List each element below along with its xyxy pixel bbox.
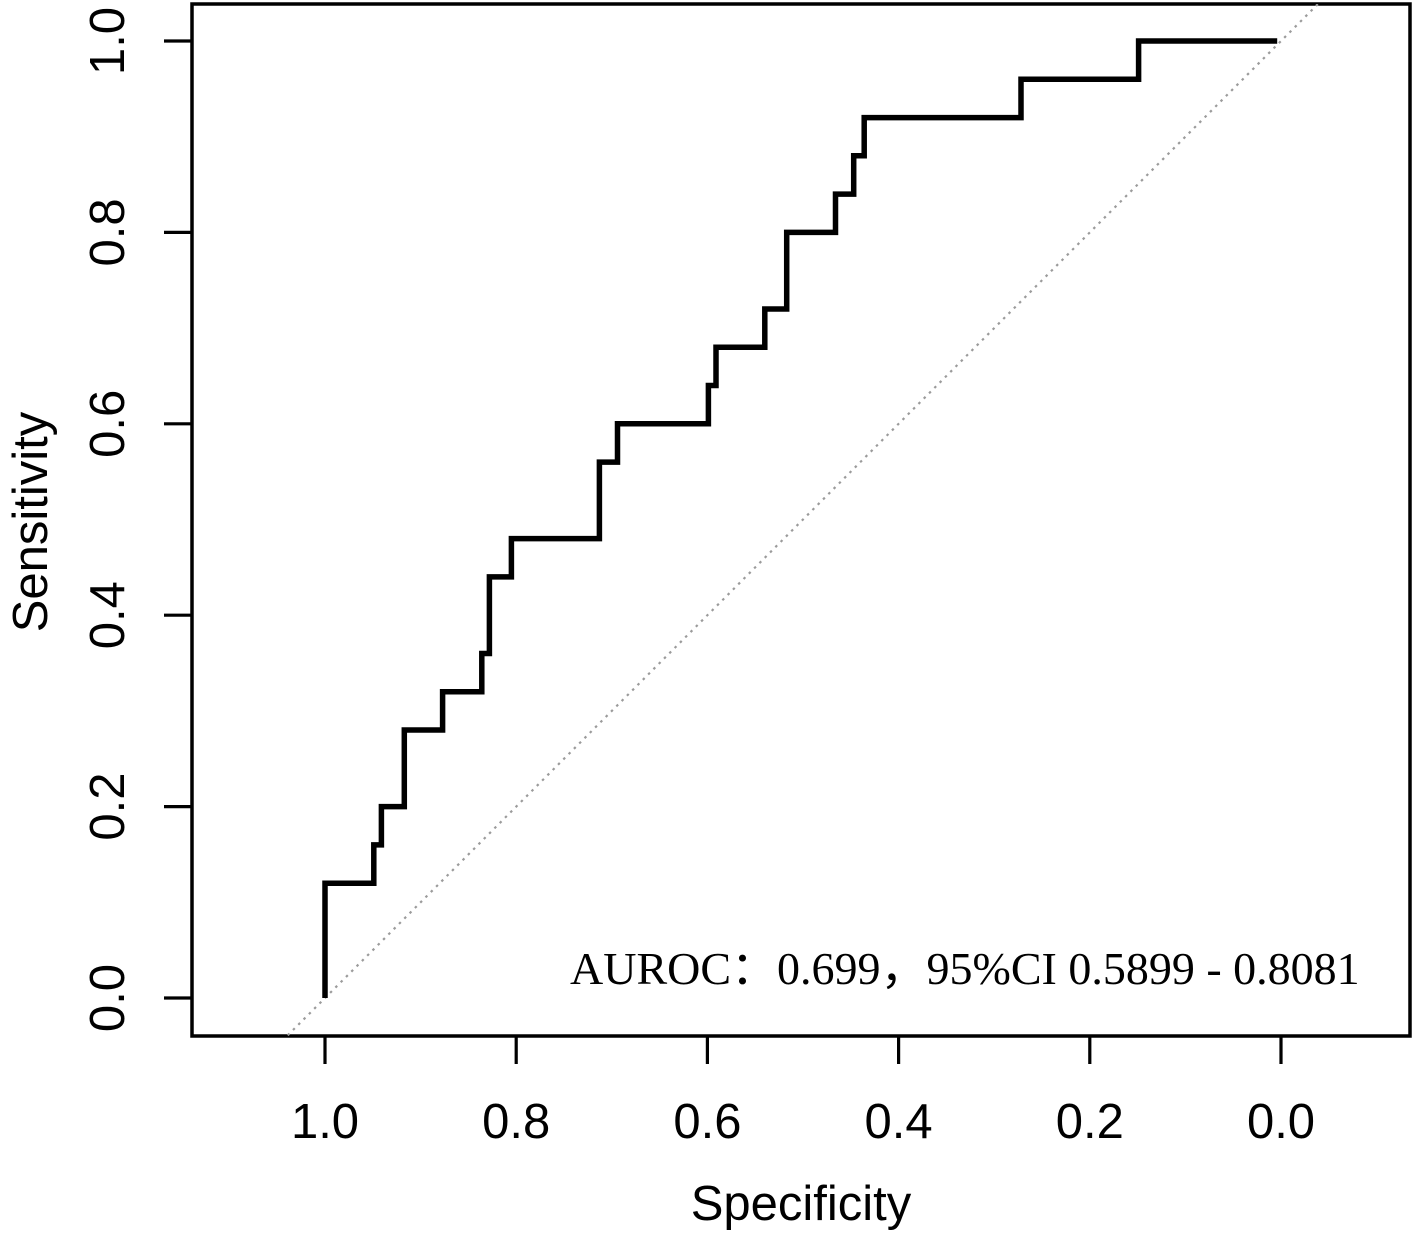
roc-curve <box>322 38 1278 998</box>
x-axis-title: Specificity <box>691 1177 912 1231</box>
plot-box <box>190 2 1412 1038</box>
y-axis-title: Sensitivity <box>4 411 58 632</box>
y-axis-ticks <box>164 39 192 1000</box>
x-axis-tick-label: 0.0 <box>1247 1095 1315 1149</box>
auroc-annotation: AUROC：0.699，95%CI 0.5899 - 0.8081 <box>570 943 1360 994</box>
y-axis-tick-label: 0.2 <box>81 773 135 841</box>
x-axis-tick-label: 0.4 <box>865 1095 933 1149</box>
y-axis-tick-label: 1.0 <box>81 7 135 75</box>
x-axis-tick-label: 0.6 <box>673 1095 741 1149</box>
y-axis-tick-label: 0.4 <box>81 581 135 649</box>
x-axis-tick-label: 0.2 <box>1056 1095 1124 1149</box>
x-axis-tick-label: 0.8 <box>482 1095 550 1149</box>
y-axis-tick-label: 0.0 <box>81 964 135 1032</box>
x-axis-tick-labels: 1.0 0.8 0.6 0.4 0.2 0.0 <box>291 1095 1315 1149</box>
y-axis-tick-label: 0.6 <box>81 390 135 458</box>
x-axis-tick-label: 1.0 <box>291 1095 359 1149</box>
reference-diagonal-line <box>285 4 1320 1036</box>
y-axis-tick-labels: 0.0 0.2 0.4 0.6 0.8 1.0 <box>81 7 135 1032</box>
x-axis-ticks <box>323 1036 1283 1064</box>
y-axis-tick-label: 0.8 <box>81 198 135 266</box>
